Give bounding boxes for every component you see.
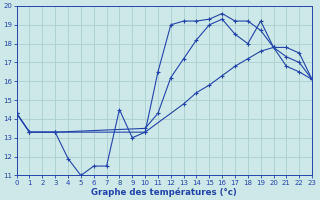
X-axis label: Graphe des températures (°c): Graphe des températures (°c): [92, 187, 237, 197]
